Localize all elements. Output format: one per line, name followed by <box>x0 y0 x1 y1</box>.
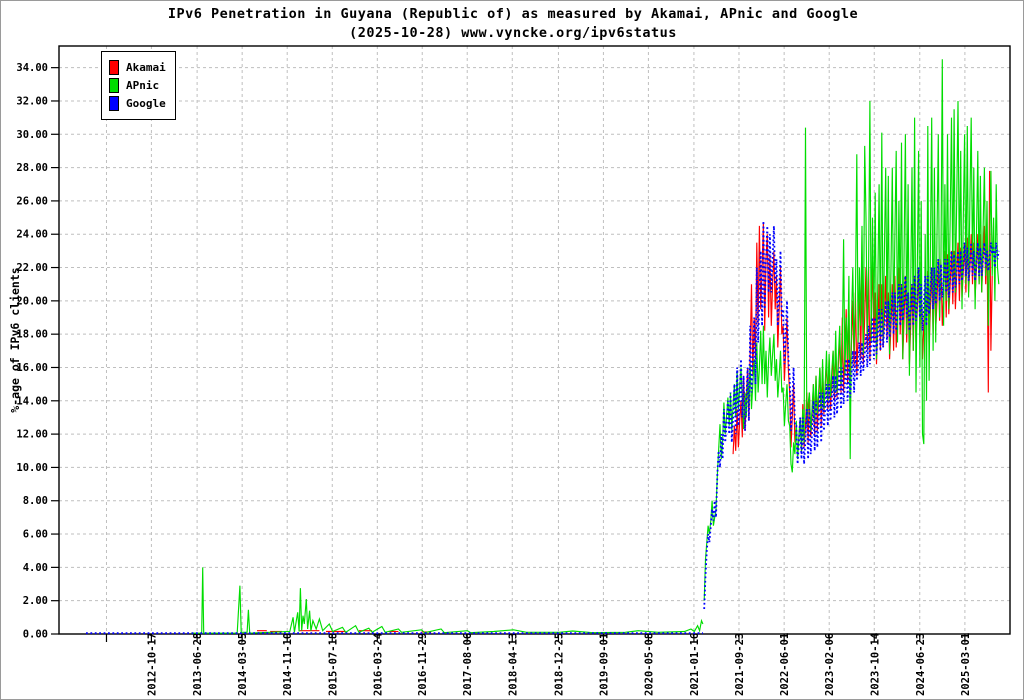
x-tick-label: 2014-11-10 <box>282 633 294 696</box>
x-tick-label: 2020-05-08 <box>643 633 655 696</box>
x-tick-label: 2025-03-01 <box>960 633 972 696</box>
google-color-swatch <box>109 96 119 111</box>
legend-item-apnic: APnic <box>109 78 166 93</box>
y-tick-label: 28.00 <box>16 162 48 174</box>
x-tick-label: 2022-06-01 <box>779 633 791 696</box>
y-tick-label: 6.00 <box>23 529 48 541</box>
y-tick-label: 2.00 <box>23 595 48 607</box>
legend-label-google: Google <box>126 97 166 110</box>
legend-item-google: Google <box>109 96 166 111</box>
y-tick-label: 24.00 <box>16 229 48 241</box>
x-tick-label: 2012-10-17 <box>146 633 158 696</box>
x-tick-label: 2018-12-25 <box>553 633 565 696</box>
x-tick-label: 2016-11-29 <box>417 633 429 696</box>
y-tick-label: 20.00 <box>16 295 48 307</box>
y-tick-label: 34.00 <box>16 62 48 74</box>
legend-label-apnic: APnic <box>126 79 160 92</box>
legend: Akamai APnic Google <box>101 51 176 120</box>
chart-subtitle: (2025-10-28) www.vyncke.org/ipv6status <box>349 25 677 41</box>
x-tick-label: 2013-06-28 <box>192 633 204 696</box>
x-tick-label: 2015-07-18 <box>327 633 339 696</box>
plot-border <box>58 45 1011 635</box>
x-tick-label: 2017-08-06 <box>462 633 474 696</box>
x-tick-label: 2021-01-16 <box>689 633 701 696</box>
y-tick-label: 30.00 <box>16 129 48 141</box>
x-tick-label: 2018-04-13 <box>507 633 519 696</box>
y-tick-label: 10.00 <box>16 462 48 474</box>
x-tick-label: 2023-10-14 <box>869 633 881 696</box>
y-tick-label: 26.00 <box>16 195 48 207</box>
y-tick-label: 8.00 <box>23 495 48 507</box>
x-tick-label: 2014-03-05 <box>237 633 249 696</box>
y-tick-label: 12.00 <box>16 429 48 441</box>
y-tick-label: 0.00 <box>23 629 48 641</box>
series-path-apnic <box>191 567 704 634</box>
x-tick-label: 2019-09-01 <box>598 633 610 696</box>
y-tick-label: 4.00 <box>23 562 48 574</box>
x-tick-label: 2021-09-23 <box>734 633 746 696</box>
akamai-color-swatch <box>109 60 119 75</box>
y-tick-label: 14.00 <box>16 395 48 407</box>
legend-label-akamai: Akamai <box>126 61 166 74</box>
legend-item-akamai: Akamai <box>109 60 166 75</box>
apnic-color-swatch <box>109 78 119 93</box>
y-tick-label: 22.00 <box>16 262 48 274</box>
y-tick-label: 32.00 <box>16 95 48 107</box>
y-tick-label: 16.00 <box>16 362 48 374</box>
y-tick-label: 18.00 <box>16 329 48 341</box>
series-path-apnic <box>703 59 1000 601</box>
x-tick-label: 2023-02-06 <box>824 633 836 696</box>
x-tick-label: 2024-06-23 <box>915 633 927 696</box>
x-tick-label: 2016-03-24 <box>372 633 384 696</box>
chart-title: IPv6 Penetration in Guyana (Republic of)… <box>167 6 859 22</box>
series-path-google <box>703 220 1000 610</box>
